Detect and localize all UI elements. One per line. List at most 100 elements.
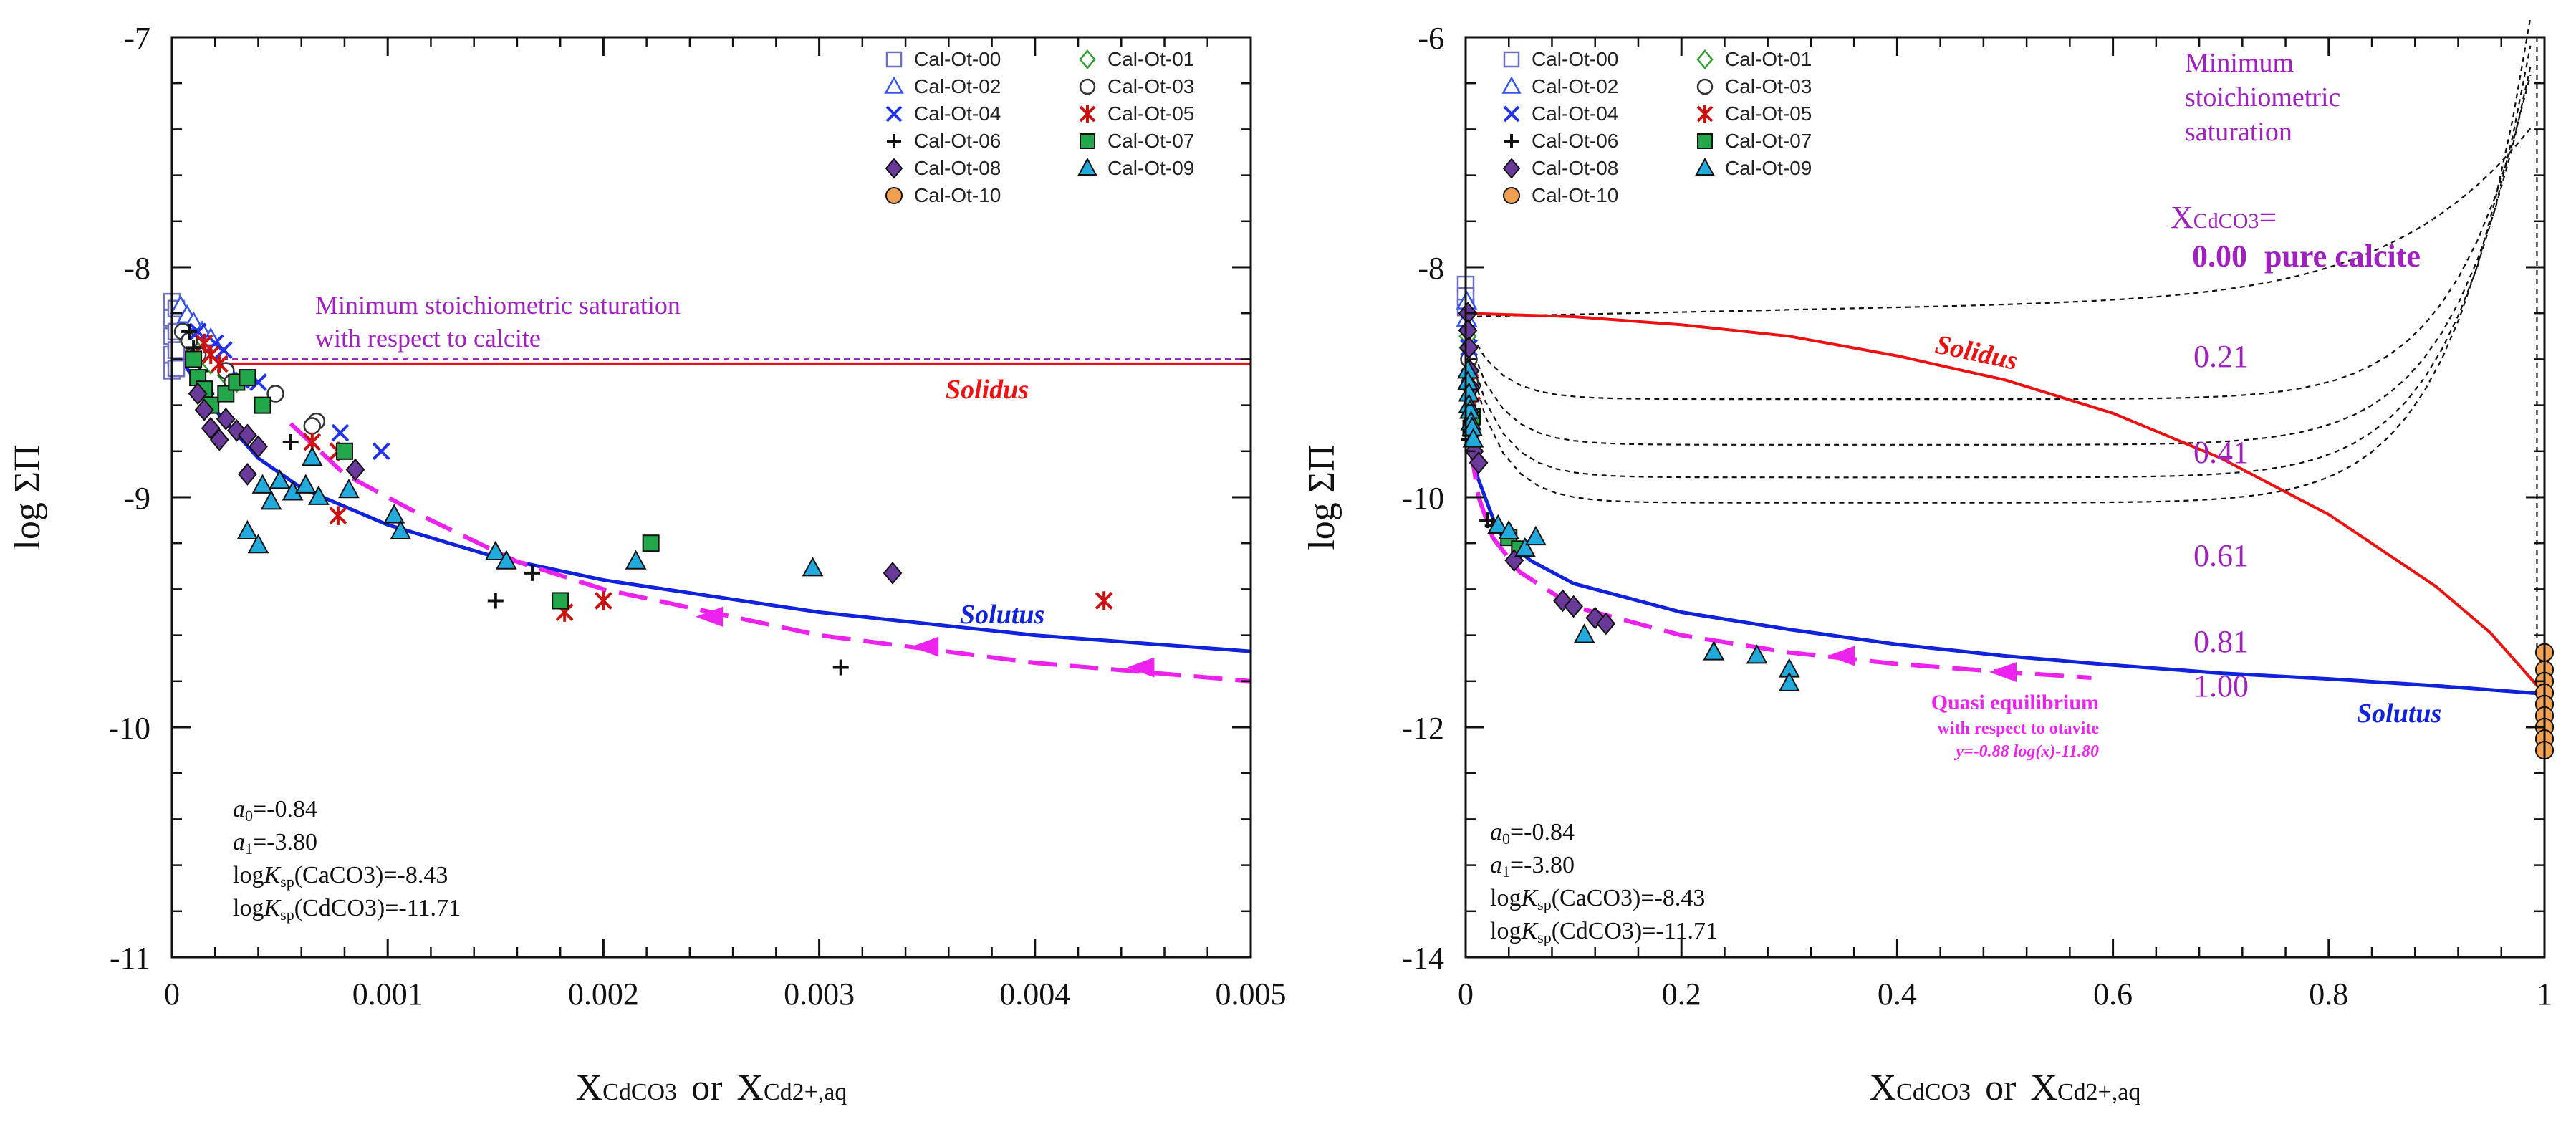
right-quasi-label-1: Quasi equilibrium — [1931, 691, 2099, 714]
right-point-cal-ot-09 — [1573, 623, 1595, 643]
left-point-cal-ot-06 — [282, 433, 299, 450]
left-quasi-arrow — [696, 606, 723, 627]
right-point-cal-ot-09 — [1746, 644, 1768, 664]
left-y-tick-label: -7 — [124, 21, 150, 56]
left-x-tick-label: 0.003 — [784, 977, 855, 1012]
left-min-sat-label-1: Minimum stoichiometric saturation — [315, 291, 681, 320]
right-legend-marker-cal-ot-01 — [1696, 49, 1714, 69]
right-contour-labels: 0.21 0.41 0.61 0.81 1.00 — [2193, 339, 2249, 704]
left-legend-marker-cal-ot-02 — [884, 76, 904, 94]
right-axes: 0 0.2 0.4 0.6 0.8 1-14-12-10-8-6 — [1402, 21, 2552, 1012]
right-param-ksp-cdco3: logKsp(CdCO3)=-11.71 — [1490, 918, 1718, 946]
left-point-cal-ot-07 — [335, 442, 353, 460]
left-x-tick-label: 0.002 — [568, 977, 639, 1012]
left-point-cal-ot-08 — [209, 428, 229, 451]
left-y-tick-label: -10 — [108, 711, 150, 746]
left-param-a1: a1=-3.80 — [233, 829, 317, 858]
left-param-a0: a0=-0.84 — [233, 796, 317, 825]
right-quasi-arrow — [1827, 646, 1855, 666]
left-param-ksp-caco3: logKsp(CaCO3)=-8.43 — [233, 862, 448, 891]
left-y-tick-label: -9 — [124, 481, 150, 516]
left-point-cal-ot-09 — [307, 485, 330, 505]
left-legend-label-cal-ot-01: Cal-Ot-01 — [1107, 48, 1194, 70]
right-legend-marker-cal-ot-05 — [1696, 105, 1714, 123]
left-point-cal-ot-09 — [383, 504, 405, 524]
right-point-cal-ot-09 — [1514, 537, 1536, 557]
left-point-cal-ot-05 — [329, 506, 347, 525]
right-legend-marker-cal-ot-00 — [1503, 51, 1520, 68]
left-legend-marker-cal-ot-10 — [885, 187, 903, 204]
left-legend-marker-cal-ot-07 — [1080, 133, 1095, 149]
left-point-cal-ot-08 — [345, 458, 365, 481]
left-point-cal-ot-04 — [372, 442, 390, 461]
left-point-cal-ot-08 — [238, 423, 257, 447]
right-plot-data — [1456, 17, 2555, 760]
left-point-cal-ot-09 — [338, 478, 360, 499]
right-legend-marker-cal-ot-10 — [1503, 187, 1520, 204]
right-legend-marker-cal-ot-03 — [1696, 78, 1714, 95]
left-point-cal-ot-09 — [301, 446, 323, 466]
left-point-cal-ot-06 — [832, 659, 849, 676]
right-min-sat-label-3: saturation — [2185, 117, 2292, 147]
right-point-cal-ot-08 — [1564, 595, 1584, 618]
left-legend-marker-cal-ot-08 — [885, 158, 903, 179]
right-x-tick-label: 0 — [1458, 977, 1474, 1012]
right-y-tick-label: -12 — [1402, 711, 1444, 746]
left-quasi-equilibrium-line — [289, 422, 1251, 684]
right-legend-label-cal-ot-05: Cal-Ot-05 — [1725, 102, 1812, 125]
left-parameters: a0=-0.84 a1=-3.80 logKsp(CaCO3)=-8.43 lo… — [233, 796, 461, 924]
left-point-cal-ot-08 — [201, 416, 221, 440]
right-point-cal-ot-09 — [1703, 641, 1725, 661]
left-x-tick-label: 0 — [164, 977, 180, 1012]
left-point-cal-ot-09 — [484, 540, 506, 560]
left-point-cal-ot-03 — [266, 385, 284, 403]
right-y-tick-label: -10 — [1402, 481, 1444, 516]
left-point-cal-ot-07 — [254, 396, 271, 414]
right-parameters: a0=-0.84 a1=-3.80 logKsp(CaCO3)=-8.43 lo… — [1490, 819, 1718, 946]
right-legend-marker-cal-ot-06 — [1504, 134, 1519, 148]
left-y-tick-label: -8 — [124, 251, 150, 286]
left-plot-data — [163, 292, 1251, 684]
right-y-tick-label: -6 — [1418, 21, 1444, 56]
left-point-cal-ot-08 — [226, 419, 246, 442]
left-point-cal-ot-08 — [188, 382, 208, 406]
right-point-cal-ot-08 — [1459, 336, 1479, 360]
right-x-tick-label: 0.2 — [1662, 977, 1701, 1012]
right-legend-label-cal-ot-07: Cal-Ot-07 — [1725, 130, 1812, 152]
left-axes: 0 0.001 0.002 0.003 0.004 0.005 -11 -10 -9 -8 -7 — [108, 21, 1286, 1012]
right-contour-0.21 — [1467, 75, 2532, 401]
left-point-cal-ot-06 — [181, 323, 198, 340]
left-point-cal-ot-04 — [331, 423, 350, 442]
left-legend-marker-cal-ot-04 — [885, 105, 903, 123]
left-legend: Cal-Ot-00 Cal-Ot-01 Cal-Ot-02 Cal-Ot-03 Cal-… — [884, 48, 1194, 206]
right-y-tick-label: -8 — [1418, 251, 1444, 286]
right-point-cal-ot-09 — [1778, 671, 1800, 691]
right-legend-label-cal-ot-08: Cal-Ot-08 — [1532, 157, 1618, 179]
right-min-sat-label-1: Minimum — [2185, 48, 2294, 78]
right-param-ksp-caco3: logKsp(CaCO3)=-8.43 — [1490, 885, 1705, 913]
left-x-axis-title: XCdCO3 or XCd2+,aq — [576, 1068, 847, 1108]
left-point-cal-ot-08 — [238, 463, 257, 486]
left-legend-label-cal-ot-08: Cal-Ot-08 — [914, 157, 1001, 179]
right-y-axis-title: log ΣΠ — [1302, 444, 1342, 550]
left-x-tick-label: 0.005 — [1216, 977, 1287, 1012]
right-legend-label-cal-ot-10: Cal-Ot-10 — [1532, 184, 1618, 206]
right-quasi-arrow — [1989, 661, 2017, 682]
right-point-cal-ot-08 — [1469, 451, 1489, 474]
left-point-cal-ot-09 — [802, 557, 824, 577]
left-legend-marker-cal-ot-06 — [887, 134, 901, 148]
right-contour-label-0.81: 0.81 — [2193, 624, 2249, 659]
right-pure-calcite-label: 0.00 pure calcite — [2192, 239, 2421, 274]
right-point-cal-ot-09 — [1487, 514, 1509, 534]
left-legend-label-cal-ot-10: Cal-Ot-10 — [914, 184, 1001, 206]
left-point-cal-ot-00 — [167, 359, 186, 378]
right-legend-marker-cal-ot-04 — [1503, 105, 1520, 123]
right-point-cal-ot-09 — [1462, 428, 1484, 448]
left-solidus-label: Solidus — [946, 375, 1029, 405]
left-legend-label-cal-ot-03: Cal-Ot-03 — [1107, 75, 1194, 97]
right-solutus-label: Solutus — [2357, 699, 2441, 729]
left-quasi-arrow — [1127, 657, 1155, 678]
left-legend-label-cal-ot-05: Cal-Ot-05 — [1107, 102, 1194, 125]
right-legend-label-cal-ot-00: Cal-Ot-00 — [1532, 48, 1618, 70]
right-legend: Cal-Ot-00 Cal-Ot-01 Cal-Ot-02 Cal-Ot-03 Cal-… — [1501, 48, 1812, 206]
